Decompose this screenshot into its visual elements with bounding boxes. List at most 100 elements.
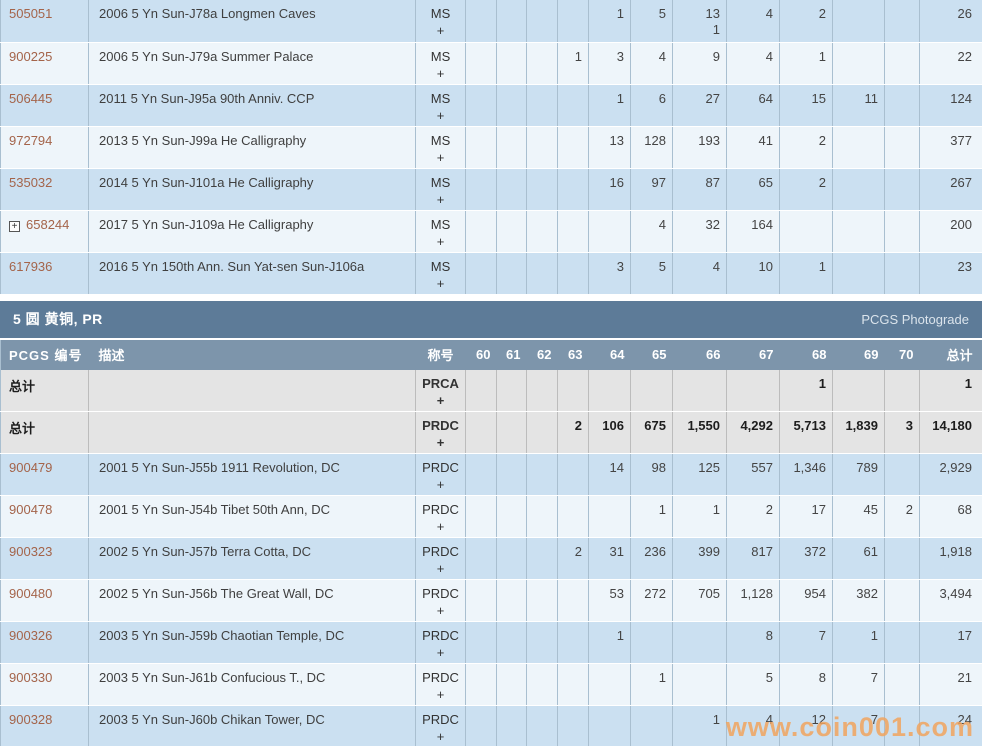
grade-count-cell [496,210,527,253]
grade-count-cell [465,369,497,412]
pcgs-number-link[interactable]: 535032 [9,174,53,190]
table-row: 535032 2014 5 Yn Sun-J101a He Calligraphy… [0,168,982,211]
column-header-total: 总计 [919,339,982,370]
grade-count-cell: 6 [630,84,673,127]
grade-count-cell [884,453,920,496]
grade-count-cell: 3 [884,411,920,454]
grade-count-cell: 5 [630,252,673,295]
grade-count-cell: 2 [557,537,589,580]
pcgs-number-link[interactable]: 900478 [9,502,53,517]
pcgs-number-cell: +658244 [0,210,89,253]
description-cell: 2006 5 Yn Sun-J79a Summer Palace [88,42,416,85]
description-cell: 2002 5 Yn Sun-J57b Terra Cotta, DC [88,537,416,580]
designation-label: PRDC [422,502,459,517]
pcgs-number-link[interactable]: 506445 [9,90,53,106]
total-label-cell: 总计 [0,411,89,454]
designation-plus: + [436,435,445,450]
photograde-link[interactable]: PCGS Photograde [861,311,969,327]
pcgs-number-cell: 505051 [0,0,89,43]
pcgs-number-cell: 900478 [0,495,89,538]
grade-count-cell: 1 [779,42,833,85]
grade-count-cell [465,495,497,538]
grade-count-cell: 13 [588,126,631,169]
pcgs-number-link[interactable]: 900479 [9,460,53,475]
grade-count-cell: 5,713 [779,411,833,454]
section-title: 5 圆 黄铜, PR [13,311,103,327]
designation-label: PRDC [422,418,459,433]
designation-cell: MS + [415,126,466,169]
designation-cell: PRDC + [415,663,466,706]
pcgs-number-link[interactable]: 900323 [9,544,53,559]
grade-count-cell: 272 [630,579,673,622]
table-row: 900479 2001 5 Yn Sun-J55b 1911 Revolution… [0,453,982,496]
pcgs-number-link[interactable]: 900328 [9,712,53,727]
pcgs-number-link[interactable]: 617936 [9,258,53,274]
grade-count-cell [557,252,589,295]
column-header-grade-67: 67 [726,339,780,370]
grade-count-cell: 817 [726,537,780,580]
designation-label: PRDC [422,628,459,643]
pcgs-number-link[interactable]: 972794 [9,132,53,148]
table-row: +658244 2017 5 Yn Sun-J109a He Calligraph… [0,210,982,253]
grade-count-cell: 1 [832,621,885,664]
table-row: 900478 2001 5 Yn Sun-J54b Tibet 50th Ann,… [0,495,982,538]
grade-count-cell: 4 [726,42,780,85]
grade-count-cell [496,252,527,295]
grade-count-cell: 789 [832,453,885,496]
designation-label: MS [430,132,451,148]
grade-count-cell [832,168,885,211]
grade-count-cell [884,705,920,746]
grade-count-cell: 1 [588,621,631,664]
grade-count-cell: 53 [588,579,631,622]
grade-count-cell [465,252,497,295]
grade-count-cell: 1 [630,495,673,538]
designation-label: MS [430,216,451,232]
grade-count-cell [526,495,558,538]
grade-count-cell [465,579,497,622]
row-total-cell: 3,494 [919,579,982,622]
pcgs-number-link[interactable]: 900225 [9,48,53,64]
grade-count-cell: 45 [832,495,885,538]
designation-plus: + [436,233,445,249]
grade-count-cell: 9 [672,42,727,85]
grade-count-cell [526,168,558,211]
grade-count-cell: 41 [726,126,780,169]
pr-table-header: PCGS 编号 描述 称号 60 61 62 63 64 65 66 67 68… [0,339,982,370]
pcgs-number-cell: 535032 [0,168,89,211]
grade-count-cell [465,126,497,169]
designation-label: MS [430,48,451,64]
pcgs-number-link[interactable]: 900326 [9,628,53,643]
designation-plus: + [436,65,445,81]
pcgs-number-link[interactable]: 900330 [9,670,53,685]
column-header-grade-69: 69 [832,339,885,370]
grade-count-cell [526,210,558,253]
column-header-description: 描述 [88,339,416,370]
pcgs-number-link[interactable]: 505051 [9,6,53,21]
grade-count-cell: 1 [779,369,833,412]
grade-count-cell [465,705,497,746]
grade-count-cell [884,84,920,127]
grade-count-cell [557,369,589,412]
description-cell [88,411,416,454]
grade-count-cell: 15 [779,84,833,127]
designation-plus: + [436,149,445,165]
grade-count-cell: 4 [726,705,780,746]
designation-plus: + [436,477,445,492]
description-cell: 2003 5 Yn Sun-J60b Chikan Tower, DC [88,705,416,746]
grade-count-cell: 7 [832,705,885,746]
pcgs-number-cell: 900330 [0,663,89,706]
pcgs-number-link[interactable]: 900480 [9,586,53,601]
grade-count-cell [832,369,885,412]
grade-count-cell: 2 [779,168,833,211]
expand-plus-icon[interactable]: + [9,220,20,232]
pcgs-number-cell: 900326 [0,621,89,664]
description-cell: 2017 5 Yn Sun-J109a He Calligraphy [88,210,416,253]
grade-count-cell: 5 [630,0,673,43]
description-cell [88,369,416,412]
pcgs-number-cell: 900328 [0,705,89,746]
grade-count-cell [465,453,497,496]
pcgs-number-link[interactable]: 658244 [26,216,70,232]
grade-count-cell [832,0,885,43]
grade-count-cell [884,42,920,85]
row-total-cell: 200 [919,210,982,253]
